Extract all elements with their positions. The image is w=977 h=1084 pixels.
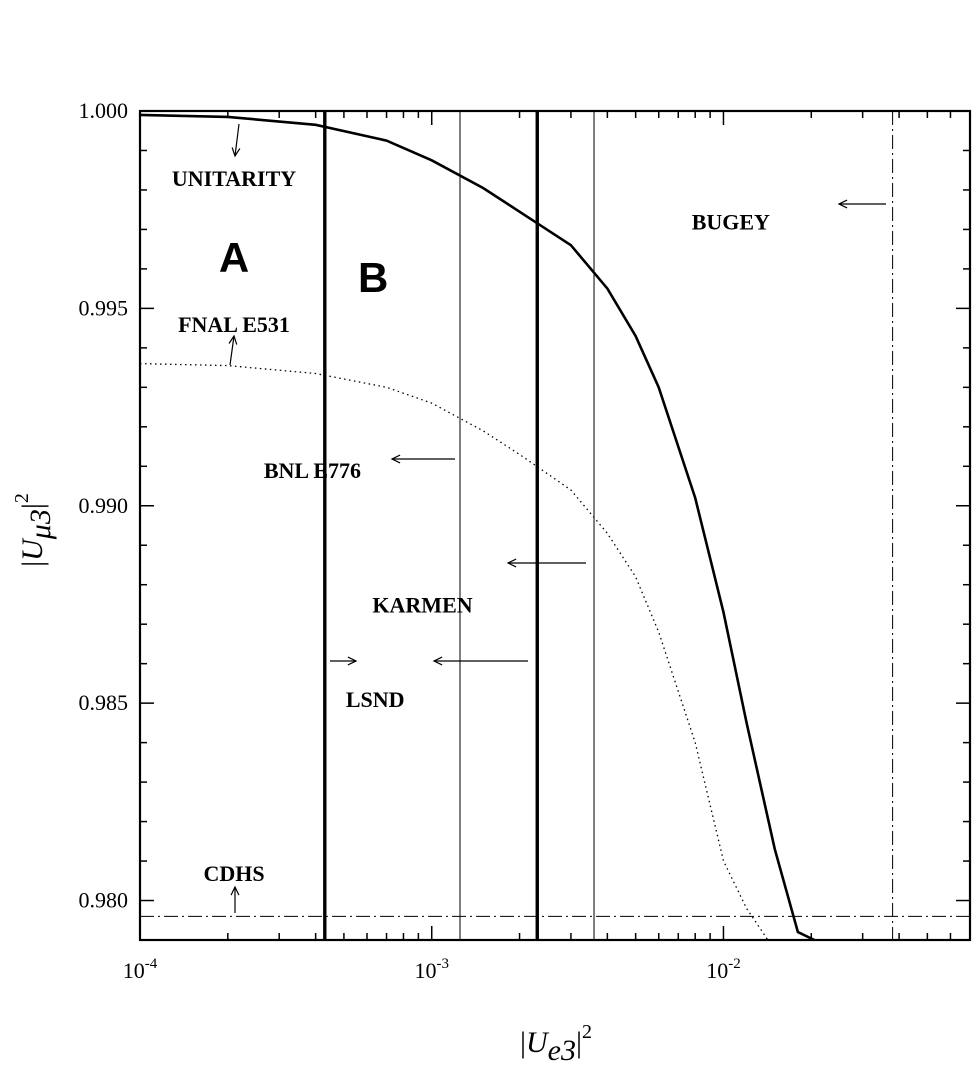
xtick-label-base: 10 bbox=[414, 958, 436, 983]
series-layer bbox=[139, 111, 970, 942]
xtick-label-exponent: -3 bbox=[436, 956, 449, 972]
annotation-label: BUGEY bbox=[692, 210, 770, 235]
x-axis-title-main: U bbox=[526, 1026, 550, 1059]
ytick-label: 0.980 bbox=[79, 888, 129, 913]
y-axis-title-main: U bbox=[16, 537, 49, 561]
ytick-marks bbox=[140, 110, 970, 941]
xtick-labels: 10-4 10-3 10-2 bbox=[123, 956, 741, 983]
ytick-label: 1.000 bbox=[79, 98, 129, 123]
y-axis-title-bar-right: | bbox=[16, 503, 49, 509]
ytick-label: 0.990 bbox=[79, 493, 129, 518]
annotation-label: CDHS bbox=[203, 861, 264, 886]
bugey-arrow-head bbox=[837, 199, 848, 209]
y-axis-title: |Uμ3|2 bbox=[11, 493, 57, 567]
ytick-labels: 1.000 0.995 0.990 0.985 0.980 bbox=[79, 98, 129, 913]
cdhs-arrow-head bbox=[230, 885, 240, 896]
fnal-e531-arrow-head bbox=[228, 334, 238, 345]
annotation-label: LSND bbox=[346, 687, 405, 712]
annotation-label: UNITARITY bbox=[172, 166, 296, 191]
region-label: A bbox=[219, 234, 249, 281]
annotations: UNITARITY FNAL E531 BNL E776 KARMEN LSND CDHS… bbox=[172, 166, 770, 886]
fnal-e531-curve bbox=[139, 362, 769, 941]
unitarity-curve bbox=[139, 113, 815, 942]
lsnd-arrow-left-head bbox=[347, 656, 358, 666]
xtick-label-base: 10 bbox=[123, 958, 145, 983]
x-axis-title: |Ue3|2 bbox=[520, 1021, 592, 1067]
y-axis-title-sub: μ3 bbox=[24, 509, 57, 540]
unitarity-arrow bbox=[234, 123, 240, 157]
xtick-label: 10-3 bbox=[414, 956, 449, 983]
y-axis-title-sup: 2 bbox=[11, 493, 33, 503]
lsnd-arrow-right-head bbox=[432, 656, 443, 666]
x-axis-title-bar-right: | bbox=[576, 1026, 582, 1059]
y-axis-title-bar-left: | bbox=[16, 561, 49, 567]
xtick-label-exponent: -4 bbox=[145, 956, 158, 972]
fnal-e531-arrow bbox=[229, 335, 235, 366]
xtick-label: 10-4 bbox=[123, 956, 158, 983]
bnl-e776-arrow-head bbox=[390, 454, 401, 464]
unitarity-arrow-head bbox=[231, 147, 241, 158]
karmen-arrow-head bbox=[506, 558, 517, 568]
annotation-arrows bbox=[228, 123, 886, 913]
xtick-label-base: 10 bbox=[706, 958, 728, 983]
x-axis-title-sub: e3 bbox=[548, 1034, 576, 1067]
x-axis-title-sup: 2 bbox=[582, 1021, 592, 1043]
annotation-label: BNL E776 bbox=[264, 458, 361, 483]
annotation-label: KARMEN bbox=[372, 592, 472, 617]
annotation-label: FNAL E531 bbox=[178, 312, 290, 337]
ytick-label: 0.985 bbox=[79, 690, 129, 715]
region-label: B bbox=[358, 254, 388, 301]
xtick-label-exponent: -2 bbox=[728, 956, 741, 972]
x-axis-title-bar-left: | bbox=[520, 1026, 526, 1059]
plot-frame bbox=[138, 109, 972, 942]
xtick-label: 10-2 bbox=[706, 956, 741, 983]
ytick-label: 0.995 bbox=[79, 295, 129, 320]
